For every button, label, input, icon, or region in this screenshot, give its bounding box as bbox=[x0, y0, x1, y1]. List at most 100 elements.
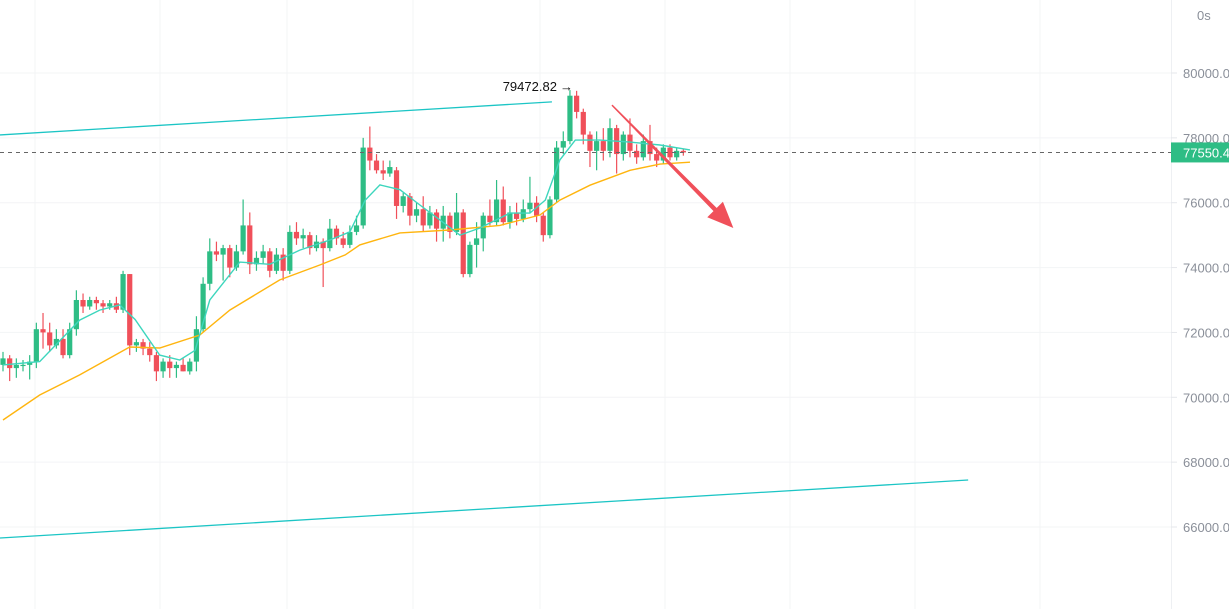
candle-body bbox=[520, 209, 526, 219]
candle-body bbox=[180, 364, 186, 372]
arrow-shaft bbox=[611, 104, 718, 212]
candle bbox=[367, 126, 373, 171]
candle-body bbox=[453, 212, 460, 232]
y-tick-label: 70000.00 bbox=[1183, 390, 1229, 405]
candle bbox=[213, 241, 220, 262]
candle-body bbox=[20, 364, 26, 367]
candle-body bbox=[300, 235, 306, 239]
candle bbox=[207, 238, 213, 291]
candle bbox=[393, 167, 400, 219]
candle-body bbox=[13, 364, 19, 369]
candle-body bbox=[634, 150, 640, 158]
candle-body bbox=[287, 231, 293, 271]
candle-body bbox=[647, 141, 653, 155]
candle-body bbox=[540, 215, 546, 236]
candle bbox=[467, 241, 473, 278]
candle bbox=[567, 90, 573, 145]
trendline[interactable] bbox=[0, 101, 552, 136]
candle bbox=[187, 358, 193, 375]
candle bbox=[574, 90, 580, 119]
candle-body bbox=[433, 212, 440, 229]
candle bbox=[400, 192, 406, 213]
candle-body bbox=[233, 251, 240, 268]
candle bbox=[60, 329, 66, 359]
candle-body bbox=[500, 199, 506, 223]
candle-body bbox=[660, 147, 666, 161]
candle bbox=[260, 244, 266, 265]
candle-body bbox=[227, 248, 233, 268]
candle bbox=[267, 248, 273, 278]
candle bbox=[360, 137, 366, 229]
candle bbox=[133, 338, 139, 352]
candle-body bbox=[127, 274, 133, 346]
candle-body bbox=[587, 134, 593, 151]
candle bbox=[380, 160, 386, 181]
candle bbox=[600, 128, 606, 161]
candle bbox=[173, 361, 180, 378]
candle-body bbox=[293, 231, 300, 239]
candle-body bbox=[607, 128, 613, 151]
candle bbox=[47, 322, 53, 352]
candle-body bbox=[7, 358, 13, 369]
candle-body bbox=[113, 303, 119, 310]
candle bbox=[333, 225, 340, 245]
candle bbox=[73, 290, 79, 336]
candle bbox=[67, 322, 73, 359]
candle-body bbox=[527, 202, 533, 210]
candle bbox=[487, 199, 493, 226]
candle-body bbox=[73, 300, 79, 330]
candle-body bbox=[333, 228, 340, 239]
candle bbox=[13, 358, 19, 378]
candle-body bbox=[413, 209, 420, 216]
candle bbox=[433, 209, 440, 242]
candle-body bbox=[0, 358, 6, 365]
candle bbox=[493, 180, 500, 226]
candle bbox=[560, 131, 566, 155]
trendlines[interactable] bbox=[0, 101, 969, 539]
candle bbox=[460, 209, 466, 278]
down-arrow-annotation[interactable] bbox=[611, 104, 734, 229]
candle-body bbox=[67, 329, 73, 356]
candle-body bbox=[40, 329, 46, 333]
candle-body bbox=[513, 212, 520, 219]
candle bbox=[20, 359, 26, 372]
candle bbox=[240, 199, 246, 255]
candle bbox=[27, 355, 33, 380]
candle bbox=[293, 222, 300, 245]
candle-body bbox=[667, 147, 673, 158]
candle-body bbox=[487, 215, 493, 223]
candle-body bbox=[640, 141, 646, 158]
candle-body bbox=[260, 251, 266, 258]
candle-body bbox=[594, 141, 600, 151]
candle bbox=[87, 296, 93, 310]
y-tick-label: 68000.00 bbox=[1183, 455, 1229, 470]
candle bbox=[427, 205, 433, 229]
candle-body bbox=[620, 134, 626, 155]
candle bbox=[147, 342, 153, 362]
countdown-label: 0s bbox=[1197, 8, 1211, 23]
price-axis[interactable]: 80000.00 78000.00 76000.00 74000.00 72000.00… bbox=[1171, 66, 1229, 535]
candle-body bbox=[93, 300, 99, 304]
ma-slow-line bbox=[2, 161, 691, 421]
candle-body bbox=[447, 215, 453, 232]
candle-body bbox=[654, 154, 660, 161]
candle-body bbox=[120, 274, 126, 310]
candle-body bbox=[393, 170, 400, 206]
candle-body bbox=[400, 196, 406, 206]
arrow-right-icon: → bbox=[560, 79, 573, 94]
candle bbox=[534, 196, 540, 223]
candle bbox=[33, 322, 39, 369]
candle bbox=[100, 300, 106, 313]
ma-fast-line bbox=[2, 139, 691, 366]
candle bbox=[453, 192, 460, 236]
candle-body bbox=[220, 248, 226, 255]
trendline[interactable] bbox=[0, 479, 969, 539]
y-tick-label: 66000.00 bbox=[1183, 520, 1229, 535]
candle-body bbox=[427, 212, 433, 226]
candle bbox=[327, 218, 333, 252]
candle bbox=[153, 351, 160, 382]
candle-body bbox=[600, 141, 606, 151]
candle bbox=[607, 118, 613, 158]
candle-body bbox=[173, 364, 180, 369]
